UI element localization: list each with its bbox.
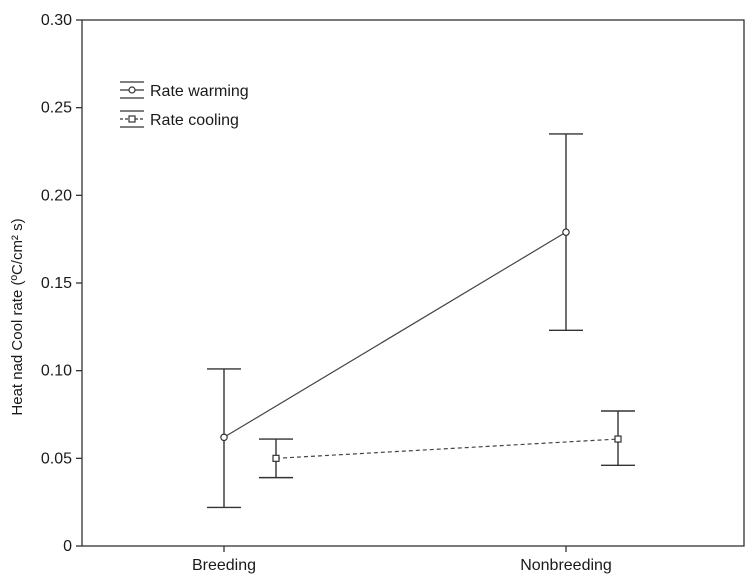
legend-label: Rate warming xyxy=(150,83,249,100)
y-tick-label: 0.10 xyxy=(41,363,72,380)
legend-item: Rate warming xyxy=(120,82,249,100)
legend-marker xyxy=(129,116,135,122)
data-point xyxy=(273,455,279,461)
y-tick-label: 0.05 xyxy=(41,450,72,467)
series-rate-cooling xyxy=(259,411,635,478)
x-tick-label: Nonbreeding xyxy=(520,557,612,574)
legend-marker xyxy=(129,87,135,93)
series-line xyxy=(276,439,618,458)
series-layer xyxy=(207,134,635,507)
y-tick-label: 0.30 xyxy=(41,12,72,29)
x-axis: Breeding Nonbreeding xyxy=(192,546,612,574)
y-tick-label: 0 xyxy=(63,538,72,555)
y-axis-label: Heat nad Cool rate (ºC/cm² s) xyxy=(9,218,26,415)
data-point xyxy=(221,434,227,440)
y-tick-label: 0.20 xyxy=(41,187,72,204)
data-point xyxy=(563,229,569,235)
series-line xyxy=(224,232,566,437)
legend: Rate warming Rate cooling xyxy=(120,82,249,129)
y-tick-label: 0.25 xyxy=(41,100,72,117)
legend-item: Rate cooling xyxy=(120,111,239,129)
y-tick-label: 0.15 xyxy=(41,275,72,292)
x-tick-label: Breeding xyxy=(192,557,256,574)
legend-label: Rate cooling xyxy=(150,112,239,129)
y-axis: 0 0.05 0.10 0.15 0.20 0.25 0.30 xyxy=(41,12,82,555)
data-point xyxy=(615,436,621,442)
